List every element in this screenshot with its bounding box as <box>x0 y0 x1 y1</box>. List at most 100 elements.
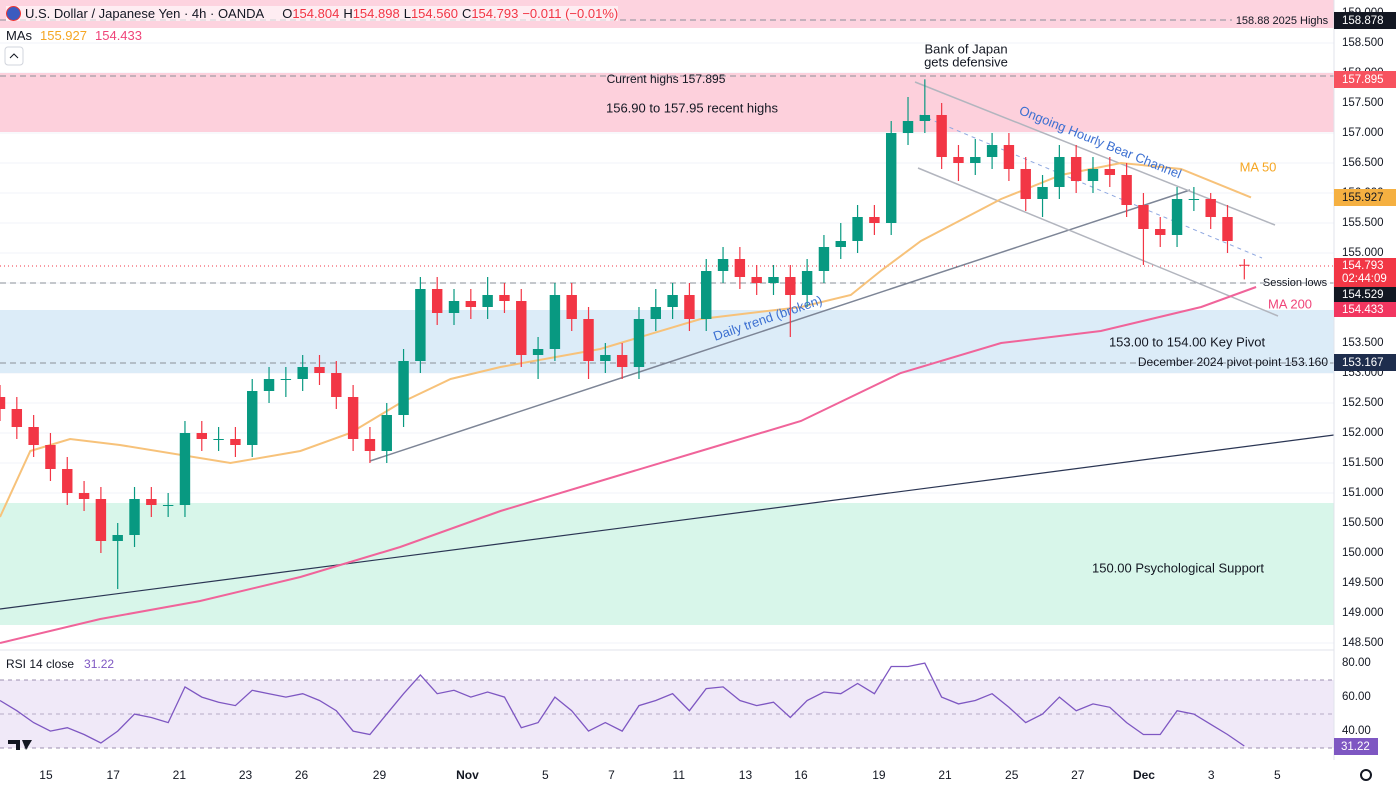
y-tick-label: 157.000 <box>1342 127 1384 139</box>
candle-body <box>95 499 107 541</box>
candle-body <box>785 277 796 295</box>
candle-body <box>616 355 628 367</box>
collapse-icon <box>9 53 19 59</box>
candle-body <box>1020 169 1031 199</box>
candle-body <box>1121 175 1132 205</box>
candle-body <box>448 301 460 313</box>
y-tick-label: 60.00 <box>1342 691 1371 703</box>
price-tag <box>1334 287 1396 302</box>
rsi-title: RSI 14 close <box>6 657 75 671</box>
candle-body <box>1171 199 1183 235</box>
candle-body <box>129 499 140 535</box>
candle-body <box>801 271 813 295</box>
candle-body <box>1222 217 1233 241</box>
candle-body <box>0 397 6 409</box>
ohlc-label: L <box>403 6 411 21</box>
price-tag-label: 154.433 <box>1342 304 1384 316</box>
support-zone <box>0 503 1334 625</box>
candle-body <box>297 367 308 379</box>
x-tick-label: 5 <box>542 768 549 782</box>
candle-body <box>398 361 409 415</box>
rsi-tag-label: 31.22 <box>1341 741 1370 753</box>
candle-body <box>667 295 678 307</box>
ohlc-value: 154.898 <box>352 6 400 21</box>
candle-body <box>415 289 426 361</box>
rsi-header: RSI 14 close 31.22 <box>6 657 114 671</box>
candle-body <box>381 415 392 451</box>
candle-body <box>818 247 830 271</box>
price-tag <box>1334 71 1396 88</box>
x-tick-label: 27 <box>1071 768 1085 782</box>
x-tick-label: 13 <box>739 768 753 782</box>
settings-icon[interactable] <box>1360 769 1372 781</box>
candle-body <box>162 505 174 506</box>
y-tick-label: 149.000 <box>1342 607 1384 619</box>
candle-body <box>499 295 510 301</box>
candle-body <box>734 259 746 277</box>
candle-body <box>852 217 863 241</box>
candle-body <box>347 397 359 439</box>
ma-header: MAs 155.927 154.433 <box>6 28 142 43</box>
x-tick-label: 3 <box>1208 768 1215 782</box>
y-tick-label: 153.500 <box>1342 337 1384 349</box>
candle-body <box>179 433 191 505</box>
price-tag-label: 154.793 <box>1342 260 1384 272</box>
y-tick-label: 151.000 <box>1342 487 1384 499</box>
candle-body <box>1239 264 1250 266</box>
candle-body <box>751 277 762 283</box>
symbol-title: U.S. Dollar / Japanese Yen · 4h · OANDA <box>25 6 265 21</box>
x-tick-label: 29 <box>373 768 387 782</box>
flag-icon <box>6 6 21 21</box>
candle-body <box>869 217 880 223</box>
candle-body <box>331 373 342 397</box>
channel-mid <box>919 114 1263 259</box>
price-tag <box>1334 12 1396 29</box>
price-tag <box>1334 302 1396 317</box>
y-tick-label: 150.500 <box>1342 517 1384 529</box>
y-tick-label: 148.500 <box>1342 637 1384 649</box>
candle-body <box>953 157 964 163</box>
candle-body <box>583 319 594 361</box>
candle-body <box>1037 187 1048 199</box>
ma-value: 154.433 <box>95 28 142 43</box>
annotation: Current highs 157.895 <box>607 72 726 86</box>
candle-body <box>364 439 376 451</box>
candle-body <box>431 289 443 313</box>
candle-body <box>465 301 477 307</box>
x-tick-label: 17 <box>107 768 121 782</box>
y-tick-label: 80.00 <box>1342 657 1371 669</box>
candle-body <box>78 493 90 499</box>
ohlc-label: C <box>461 6 472 21</box>
candle-body <box>936 115 947 157</box>
rsi-value: 31.22 <box>84 657 115 671</box>
ohlc-value: 154.804 <box>292 6 340 21</box>
x-tick-label: 15 <box>39 768 53 782</box>
annotation: 150.00 Psychological Support <box>1092 560 1264 575</box>
candle-body <box>146 499 157 505</box>
candle-body <box>62 469 73 493</box>
candle-body <box>532 349 544 355</box>
price-tag-label: 155.927 <box>1342 192 1384 204</box>
y-tick-label: 150.000 <box>1342 547 1384 559</box>
candle-body <box>314 367 325 373</box>
price-tag-label: 153.167 <box>1342 357 1384 369</box>
candle-body <box>768 277 779 283</box>
candle-body <box>885 133 897 223</box>
candle-body <box>280 379 292 380</box>
x-tick-label: Dec <box>1133 768 1155 782</box>
collapse-button[interactable] <box>4 46 24 66</box>
price-axis <box>1334 0 1396 785</box>
candle-body <box>919 115 931 121</box>
x-tick-label: 11 <box>673 768 686 782</box>
price-tag-label: 158.878 <box>1342 15 1384 27</box>
x-tick-label: 21 <box>173 768 187 782</box>
price-tag <box>1334 258 1396 287</box>
candle-body <box>902 121 914 133</box>
legend-label: MA 200 <box>1268 296 1312 311</box>
y-tick-label: 155.500 <box>1342 217 1384 229</box>
x-tick-label: 21 <box>938 768 952 782</box>
long-trendline <box>0 434 1335 610</box>
candle-body <box>717 259 729 271</box>
candle-body <box>986 145 998 157</box>
